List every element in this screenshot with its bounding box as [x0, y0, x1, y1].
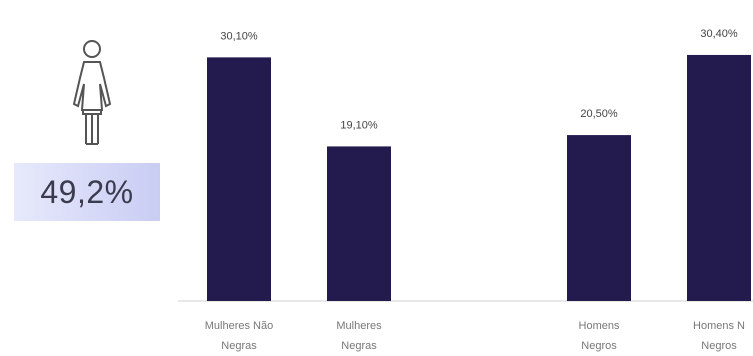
bar-value-label-3: 20,50%: [580, 108, 618, 120]
bar-1: [327, 146, 391, 301]
bar-4: [687, 54, 751, 302]
bar-value-label-0: 30,10%: [220, 30, 258, 42]
category-label-3: Homens Negros: [579, 320, 620, 352]
bar-3: [567, 135, 631, 301]
category-label-4: Homens N Negros: [693, 320, 745, 352]
female-person-icon: [72, 40, 112, 145]
percentage-value: 49,2%: [40, 173, 134, 210]
bar-value-label-4: 30,40%: [700, 28, 738, 40]
percentage-box: 49,2%: [14, 163, 160, 221]
category-label-0: Mulheres Não Negras: [205, 320, 273, 352]
bar-value-label-1: 19,10%: [340, 119, 378, 131]
category-label-1: Mulheres Negras: [336, 320, 382, 352]
bar-0: [207, 57, 271, 301]
